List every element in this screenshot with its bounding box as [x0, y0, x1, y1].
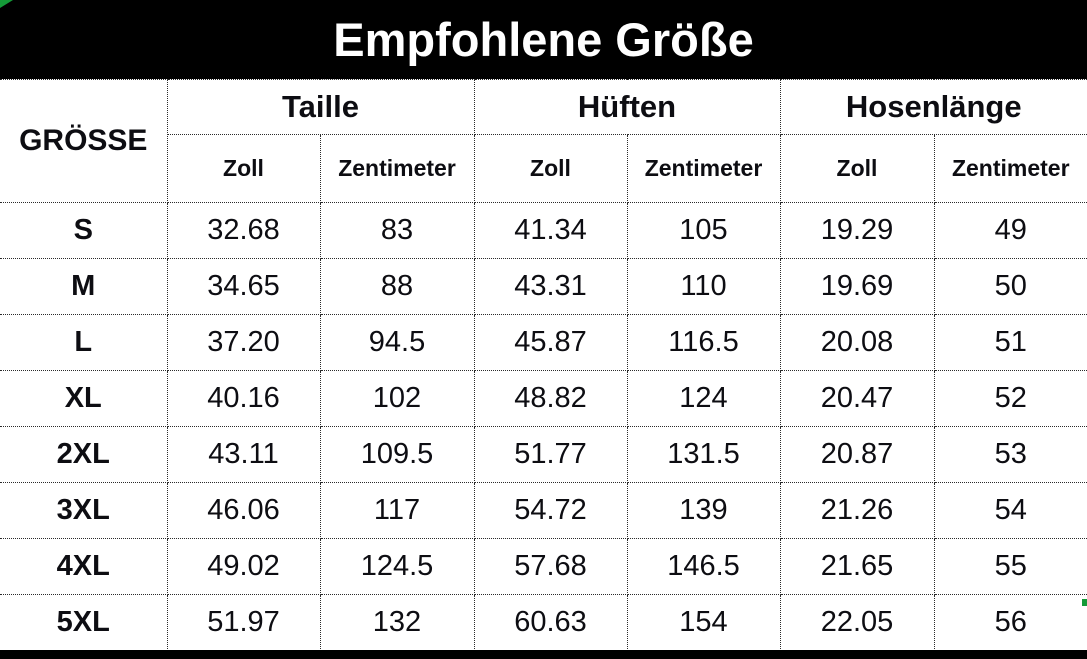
cell-taille-zoll: 40.16: [166, 370, 321, 427]
subheader-hueften-zentimeter: Zentimeter: [626, 134, 781, 203]
cell-taille-zoll: 49.02: [166, 538, 321, 595]
title-bar: Empfohlene Größe: [0, 0, 1087, 79]
cell-hueften-zentimeter: 105: [626, 202, 781, 259]
cell-hueften-zoll: 41.34: [473, 202, 628, 259]
cell-taille-zentimeter: 109.5: [319, 426, 475, 483]
group-header-taille: Taille: [166, 79, 475, 135]
subheader-hosenlaenge-zoll: Zoll: [779, 134, 935, 203]
subheader-taille-zoll: Zoll: [167, 134, 321, 203]
cell-hosenlaenge-zoll: 22.05: [779, 594, 935, 651]
group-header-row: GRÖSSE Taille Hüften Hosenlänge: [0, 79, 1087, 203]
size-label: M: [0, 258, 168, 315]
cell-hueften-zentimeter: 139: [626, 482, 781, 539]
size-chart-table: GRÖSSE Taille Hüften Hosenlänge Zoll Zen…: [0, 79, 1087, 651]
bottom-black-bar: [0, 650, 1087, 659]
cell-taille-zoll: 34.65: [166, 258, 321, 315]
green-corner-artifact: [0, 0, 13, 8]
table-row: M 34.65 88 43.31 110 19.69 50: [0, 258, 1087, 315]
group-header-hueften: Hüften: [473, 79, 781, 135]
cell-hosenlaenge-zentimeter: 51: [933, 314, 1087, 371]
cell-taille-zentimeter: 94.5: [319, 314, 475, 371]
cell-hueften-zentimeter: 124: [626, 370, 781, 427]
size-label: 2XL: [0, 426, 168, 483]
cell-taille-zentimeter: 88: [319, 258, 475, 315]
table-row: XL 40.16 102 48.82 124 20.47 52: [0, 370, 1087, 427]
table-row: L 37.20 94.5 45.87 116.5 20.08 51: [0, 314, 1087, 371]
subheader-hueften-zoll: Zoll: [473, 134, 628, 203]
cell-taille-zoll: 32.68: [166, 202, 321, 259]
size-label: 4XL: [0, 538, 168, 595]
size-label: 3XL: [0, 482, 168, 539]
cell-hueften-zoll: 45.87: [473, 314, 628, 371]
cell-hueften-zoll: 57.68: [473, 538, 628, 595]
cell-taille-zentimeter: 83: [319, 202, 475, 259]
subheader-hosenlaenge-zentimeter: Zentimeter: [933, 134, 1087, 203]
cell-hueften-zentimeter: 154: [626, 594, 781, 651]
cell-taille-zentimeter: 132: [319, 594, 475, 651]
cell-hueften-zentimeter: 131.5: [626, 426, 781, 483]
table-row: 2XL 43.11 109.5 51.77 131.5 20.87 53: [0, 426, 1087, 483]
cell-hueften-zentimeter: 116.5: [626, 314, 781, 371]
table-row: 5XL 51.97 132 60.63 154 22.05 56: [0, 594, 1087, 651]
page-title: Empfohlene Größe: [333, 13, 754, 66]
cell-hosenlaenge-zentimeter: 52: [933, 370, 1087, 427]
size-label: 5XL: [0, 594, 168, 651]
table-row: S 32.68 83 41.34 105 19.29 49: [0, 202, 1087, 259]
cell-hueften-zentimeter: 110: [626, 258, 781, 315]
cell-taille-zoll: 43.11: [166, 426, 321, 483]
cell-hueften-zoll: 43.31: [473, 258, 628, 315]
cell-taille-zentimeter: 117: [319, 482, 475, 539]
cell-hueften-zoll: 54.72: [473, 482, 628, 539]
table-row: 3XL 46.06 117 54.72 139 21.26 54: [0, 482, 1087, 539]
cell-hosenlaenge-zoll: 20.47: [779, 370, 935, 427]
cell-hosenlaenge-zentimeter: 53: [933, 426, 1087, 483]
cell-hueften-zentimeter: 146.5: [626, 538, 781, 595]
cell-hosenlaenge-zentimeter: 54: [933, 482, 1087, 539]
cell-hueften-zoll: 51.77: [473, 426, 628, 483]
cell-taille-zoll: 37.20: [166, 314, 321, 371]
cell-hosenlaenge-zoll: 19.69: [779, 258, 935, 315]
cell-hosenlaenge-zentimeter: 55: [933, 538, 1087, 595]
cell-taille-zentimeter: 124.5: [319, 538, 475, 595]
cell-taille-zoll: 46.06: [166, 482, 321, 539]
size-label: XL: [0, 370, 168, 427]
cell-hosenlaenge-zentimeter: 50: [933, 258, 1087, 315]
size-label: L: [0, 314, 168, 371]
cell-hosenlaenge-zentimeter: 56: [933, 594, 1087, 651]
size-column-header: GRÖSSE: [0, 79, 168, 203]
cell-taille-zoll: 51.97: [166, 594, 321, 651]
cell-hosenlaenge-zentimeter: 49: [933, 202, 1087, 259]
cell-hueften-zoll: 60.63: [473, 594, 628, 651]
cell-hosenlaenge-zoll: 20.87: [779, 426, 935, 483]
cell-hueften-zoll: 48.82: [473, 370, 628, 427]
group-header-hosenlaenge: Hosenlänge: [779, 79, 1087, 135]
cell-hosenlaenge-zoll: 20.08: [779, 314, 935, 371]
green-edge-artifact: [1082, 599, 1087, 606]
table-row: 4XL 49.02 124.5 57.68 146.5 21.65 55: [0, 538, 1087, 595]
cell-hosenlaenge-zoll: 21.65: [779, 538, 935, 595]
size-label: S: [0, 202, 168, 259]
cell-taille-zentimeter: 102: [319, 370, 475, 427]
cell-hosenlaenge-zoll: 19.29: [779, 202, 935, 259]
sub-header-row: Zoll Zentimeter Zoll Zentimeter Zoll Zen…: [0, 134, 1087, 203]
cell-hosenlaenge-zoll: 21.26: [779, 482, 935, 539]
subheader-taille-zentimeter: Zentimeter: [319, 134, 475, 203]
